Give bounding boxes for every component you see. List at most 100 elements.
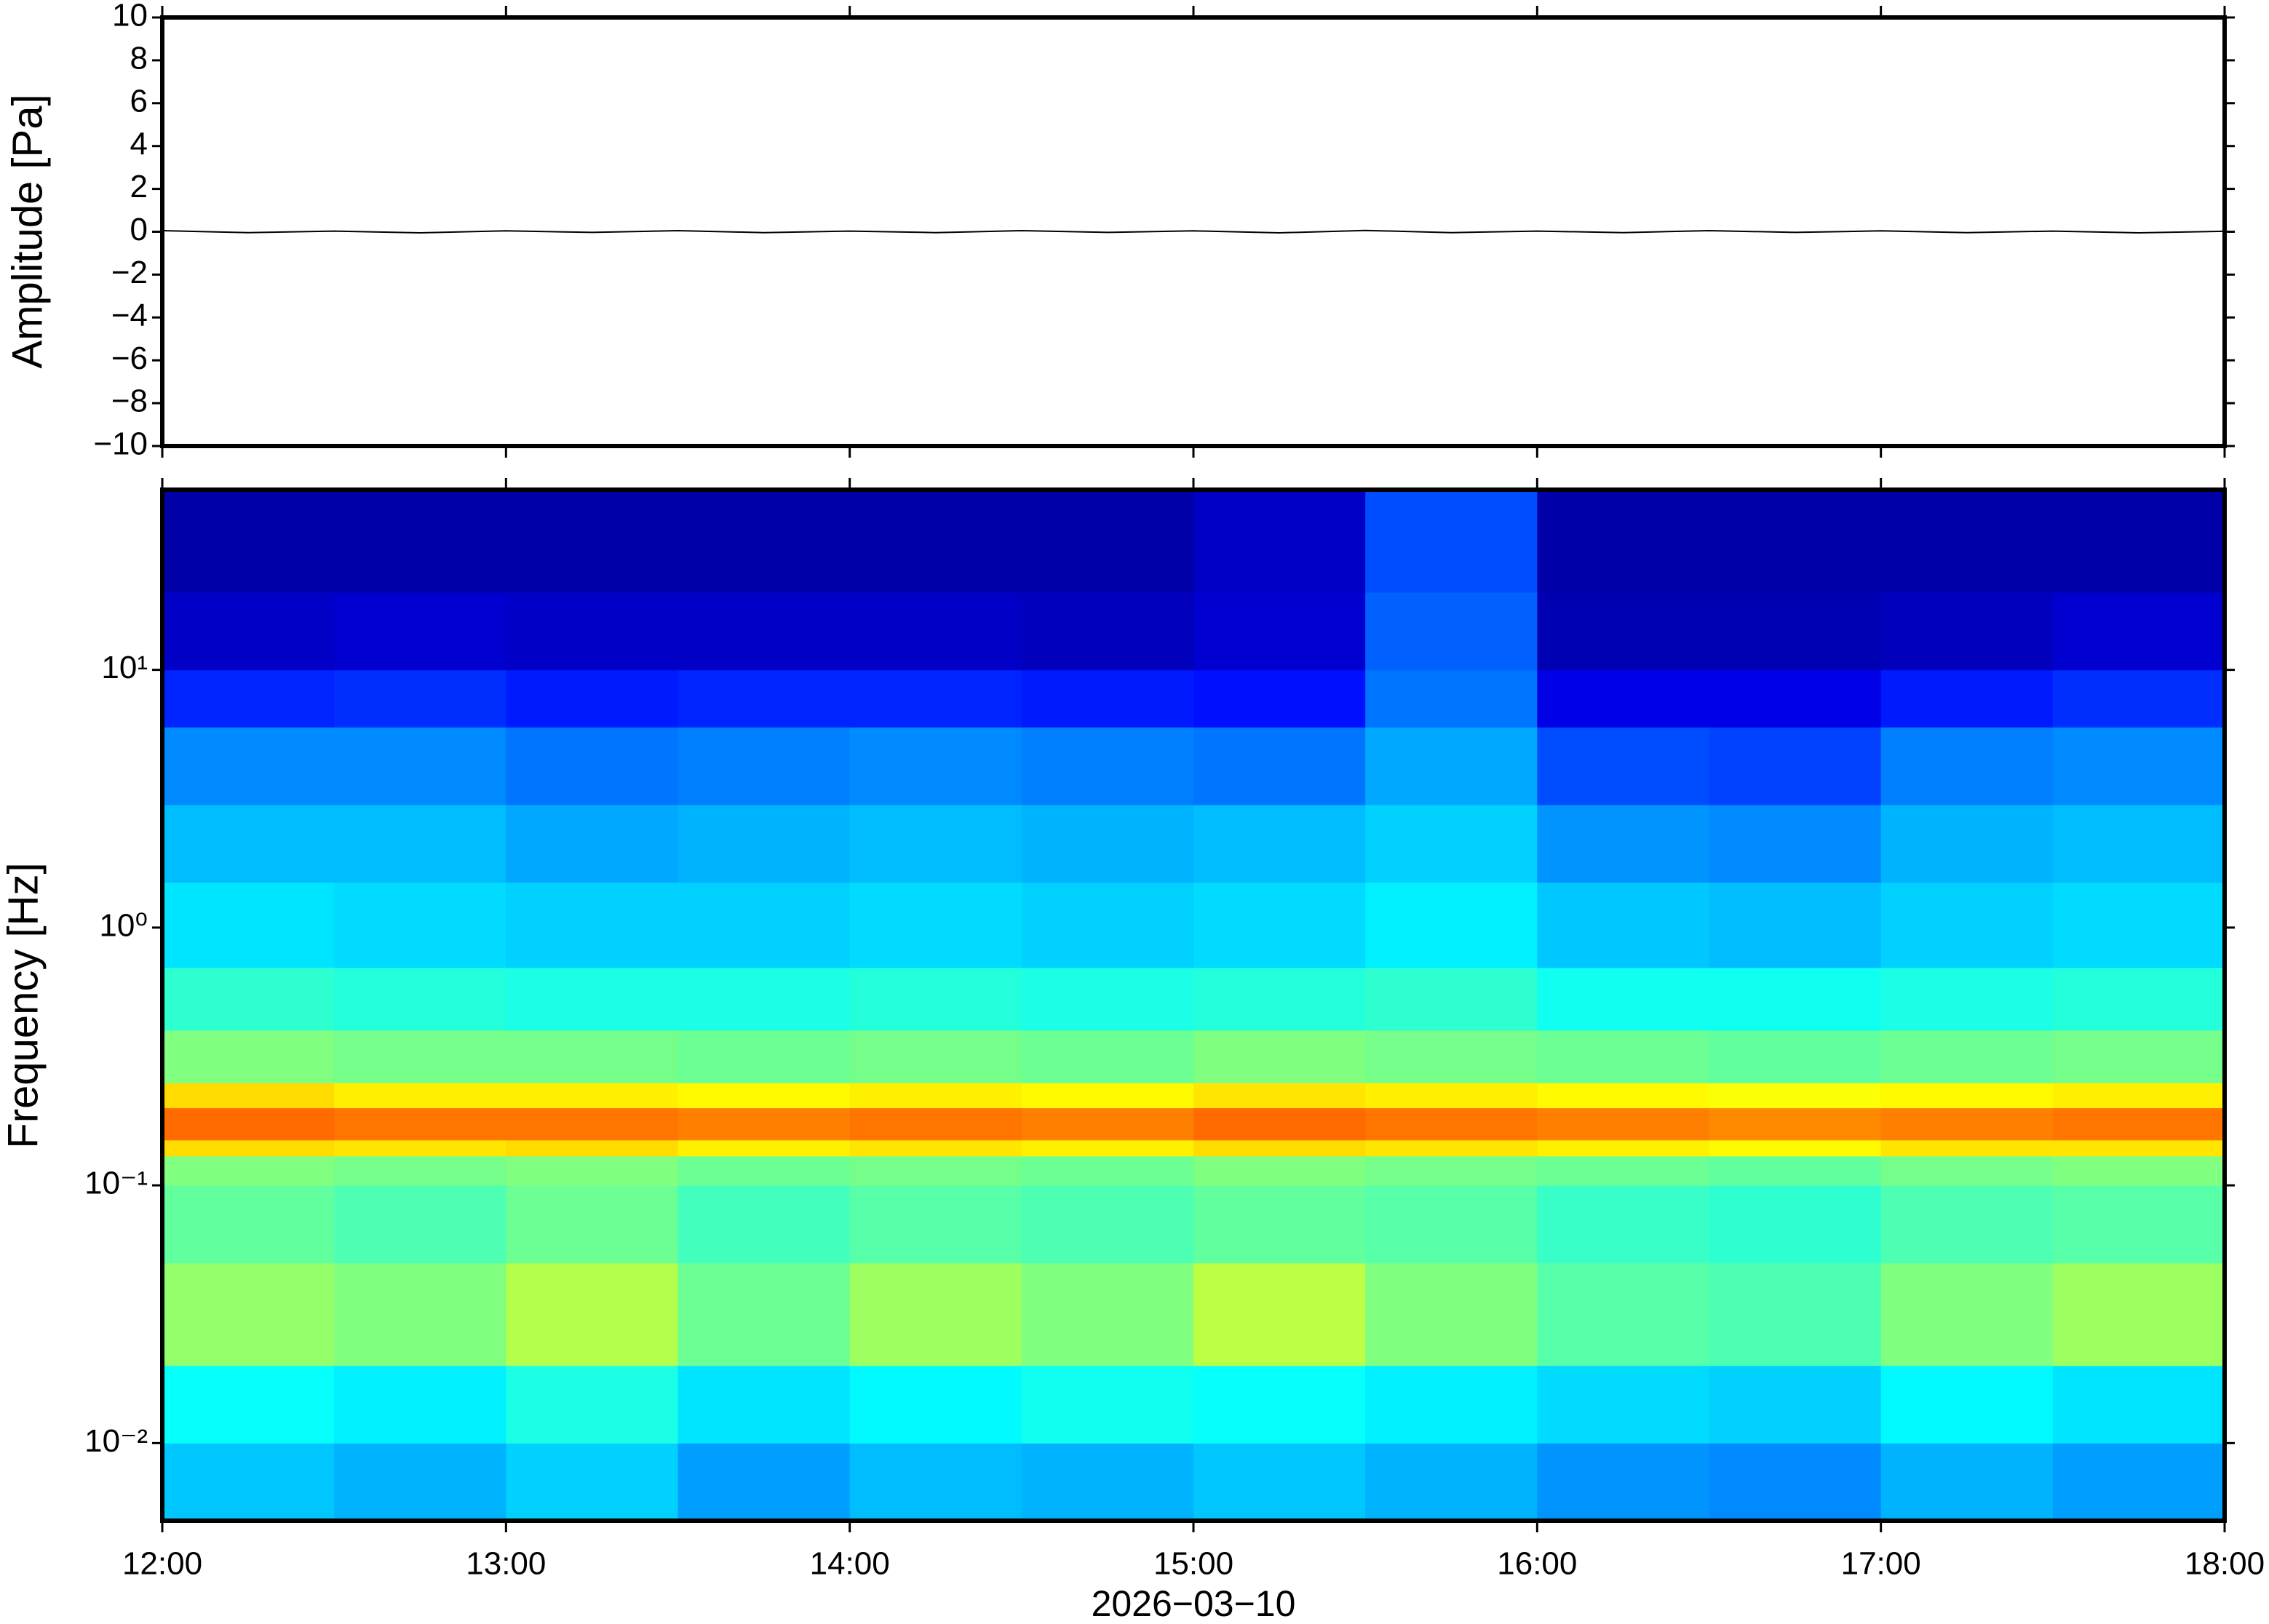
heatmap-cell (1537, 1365, 1710, 1444)
heatmap-cell (677, 1443, 851, 1521)
heatmap-cell (1709, 592, 1882, 671)
heatmap-cell (506, 1083, 679, 1109)
heatmap-cell (1537, 882, 1710, 968)
heatmap-cell (1537, 669, 1710, 728)
heatmap-cell (849, 727, 1022, 805)
heatmap-cell (1880, 490, 2054, 593)
heatmap-cell (849, 882, 1022, 968)
heatmap-cell (162, 1155, 335, 1186)
heatmap-cell (162, 1030, 335, 1083)
x-tick-label: 12:00 (122, 1546, 202, 1582)
heatmap-cell (1365, 1030, 1538, 1083)
heatmap-cell (1365, 1139, 1538, 1157)
heatmap-cell (334, 1185, 506, 1264)
y-tick-label: 10⁻² (84, 1423, 148, 1459)
heatmap-cell (1880, 727, 2054, 805)
heatmap-cell (1193, 1139, 1366, 1157)
heatmap-cell (1193, 1443, 1366, 1521)
heatmap-cell (1021, 1083, 1194, 1109)
heatmap-cell (1365, 1262, 1538, 1366)
x-tick-label: 14:00 (810, 1546, 890, 1582)
heatmap-cell (1365, 882, 1538, 968)
heatmap-cell (1880, 1107, 2054, 1141)
heatmap-cell (1193, 727, 1366, 805)
heatmap-cell (849, 669, 1022, 728)
heatmap-cell (1021, 490, 1194, 593)
heatmap-cell (2052, 669, 2225, 728)
heatmap-cell (162, 882, 335, 968)
heatmap-cell (1193, 1155, 1366, 1186)
heatmap-cell (1365, 1443, 1538, 1521)
heatmap-cell (1021, 882, 1194, 968)
heatmap-cell (1365, 1155, 1538, 1186)
heatmap-cell (1537, 490, 1710, 593)
heatmap-cell (1193, 490, 1366, 593)
heatmap-cell (1193, 1365, 1366, 1444)
heatmap-cell (1709, 1139, 1882, 1157)
heatmap-cell (1709, 1107, 1882, 1141)
heatmap-cell (677, 1083, 851, 1109)
heatmap-cell (1537, 1155, 1710, 1186)
heatmap-cell (1709, 1083, 1882, 1109)
heatmap-cell (1537, 1443, 1710, 1521)
heatmap-cell (677, 1107, 851, 1141)
heatmap-cell (1365, 1107, 1538, 1141)
heatmap-cell (506, 1107, 679, 1141)
heatmap-cell (1880, 592, 2054, 671)
heatmap-cell (677, 592, 851, 671)
heatmap-cell (1537, 1030, 1710, 1083)
heatmap-cell (1537, 804, 1710, 883)
heatmap-cell (1193, 592, 1366, 671)
heatmap-cell (849, 1083, 1022, 1109)
heatmap-cell (1709, 1155, 1882, 1186)
heatmap-cell (506, 882, 679, 968)
y-axis-label: Amplitude [Pa] (4, 94, 51, 368)
heatmap-cell (1193, 1107, 1366, 1141)
heatmap-cell (2052, 592, 2225, 671)
y-tick-label: −8 (111, 383, 148, 419)
heatmap-cell (677, 967, 851, 1031)
heatmap-cell (162, 1443, 335, 1521)
heatmap-cell (1365, 1365, 1538, 1444)
heatmap-cell (162, 1365, 335, 1444)
y-tick-label: −6 (111, 341, 148, 376)
x-tick-label: 16:00 (1497, 1546, 1577, 1582)
y-tick-label: 2 (130, 169, 148, 204)
heatmap-cell (1880, 1365, 2054, 1444)
heatmap-cell (1880, 1155, 2054, 1186)
heatmap-cell (677, 882, 851, 968)
heatmap-cell (677, 1262, 851, 1366)
heatmap-cell (1537, 1262, 1710, 1366)
heatmap-cell (1880, 669, 2054, 728)
heatmap-cell (1537, 967, 1710, 1031)
y-tick-label: 0 (130, 212, 148, 247)
y-tick-label: 4 (130, 126, 148, 162)
heatmap-cell (1880, 1083, 2054, 1109)
heatmap-cell (2052, 967, 2225, 1031)
heatmap-cell (1021, 804, 1194, 883)
heatmap-cell (162, 727, 335, 805)
heatmap-cell (162, 804, 335, 883)
heatmap-cell (506, 490, 679, 593)
heatmap-cell (506, 1262, 679, 1366)
heatmap-cell (2052, 1030, 2225, 1083)
y-tick-label: 10 (112, 0, 148, 33)
heatmap-cell (162, 967, 335, 1031)
y-tick-label: 6 (130, 83, 148, 119)
heatmap-cell (162, 592, 335, 671)
heatmap-cell (506, 1030, 679, 1083)
heatmap-cell (1021, 669, 1194, 728)
heatmap-cell (2052, 1107, 2225, 1141)
heatmap-cell (1709, 1443, 1882, 1521)
heatmap-cell (1880, 1262, 2054, 1366)
heatmap-cell (334, 1365, 506, 1444)
heatmap-cell (1880, 1139, 2054, 1157)
heatmap-cell (1021, 1107, 1194, 1141)
heatmap-cell (1709, 669, 1882, 728)
heatmap-cell (2052, 1139, 2225, 1157)
heatmap-cell (849, 1365, 1022, 1444)
heatmap-cell (677, 669, 851, 728)
heatmap-cell (2052, 1365, 2225, 1444)
heatmap-cell (506, 669, 679, 728)
heatmap-cell (162, 1107, 335, 1141)
